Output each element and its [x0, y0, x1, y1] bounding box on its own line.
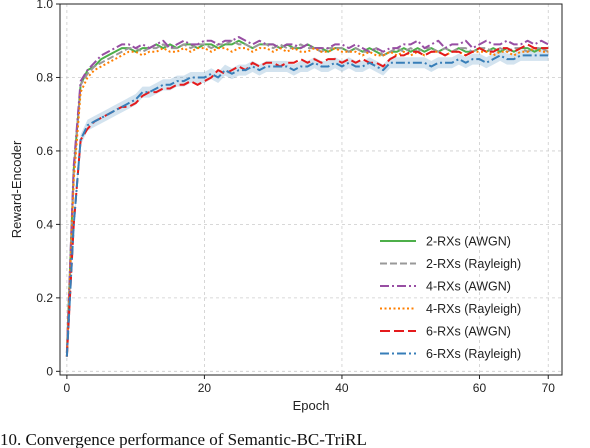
legend-label: 2-RXs (Rayleigh): [426, 257, 521, 271]
x-axis-label: Epoch: [293, 398, 330, 413]
y-tick-label: 0.2: [36, 291, 53, 305]
x-tick-label: 70: [542, 381, 556, 395]
y-tick-label: 1.0: [36, 0, 53, 11]
legend-label: 6-RXs (AWGN): [426, 325, 511, 339]
plot-frame: [59, 3, 563, 376]
x-axis: 0 20 40 60 70: [64, 375, 556, 395]
series-line: [65, 43, 549, 357]
legend-label: 4-RXs (AWGN): [426, 280, 511, 294]
figure-caption: 10. Convergence performance of Semantic-…: [0, 430, 367, 448]
x-tick-label: 60: [473, 381, 487, 395]
series-line: [65, 36, 549, 353]
y-tick-label: 0.6: [36, 144, 53, 158]
y-tick-label: 0.8: [36, 70, 53, 84]
y-axis: 0 0.2 0.4 0.6 0.8 1.0: [36, 0, 60, 378]
legend-label: 4-RXs (Rayleigh): [426, 302, 521, 316]
x-tick-label: 20: [198, 381, 212, 395]
x-tick-label: 0: [64, 381, 71, 395]
y-tick-label: 0: [46, 364, 53, 378]
series-lines: [65, 36, 549, 357]
series-line: [65, 39, 549, 357]
reward-encoder-chart: 0 20 40 60 70 0 0.2 0.4 0.6 0.8 1.0 Epoch Reward-…: [9, 0, 563, 413]
y-axis-label: Reward-Encoder: [9, 140, 24, 238]
y-tick-label: 0.4: [36, 217, 53, 231]
x-tick-label: 40: [335, 381, 349, 395]
legend: 2-RXs (AWGN) 2-RXs (Rayleigh) 4-RXs (AWGN)…: [380, 235, 521, 361]
series-line: [65, 54, 549, 357]
legend-label: 6-RXs (Rayleigh): [426, 347, 521, 361]
legend-label: 2-RXs (AWGN): [426, 235, 511, 249]
